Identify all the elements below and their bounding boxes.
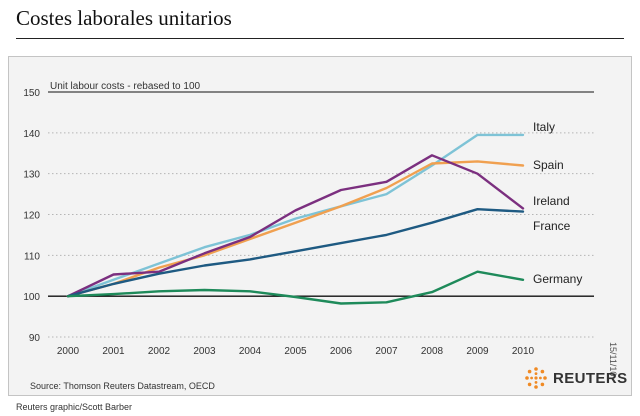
- x-tick-label: 2010: [512, 346, 535, 357]
- y-tick-label: 120: [23, 211, 40, 222]
- x-tick-label: 2002: [148, 346, 171, 357]
- reuters-logo: REUTERS: [524, 366, 627, 390]
- x-tick-label: 2007: [375, 346, 398, 357]
- x-tick-label: 2008: [421, 346, 444, 357]
- reuters-wordmark: REUTERS: [553, 369, 628, 387]
- title-rule: [16, 38, 624, 39]
- series-line-germany: [66, 270, 525, 305]
- series-label-germany: Germany: [533, 272, 582, 286]
- y-tick-label: 100: [23, 292, 40, 303]
- x-tick-label: 2001: [102, 346, 125, 357]
- x-tick-label: 2006: [330, 346, 353, 357]
- series-label-france: France: [533, 219, 571, 233]
- x-tick-label: 2000: [57, 346, 80, 357]
- series-label-italy: Italy: [533, 120, 555, 134]
- series-line-france: [66, 207, 525, 298]
- chart-panel: [8, 56, 632, 396]
- chart-subtitle: Unit labour costs - rebased to 100: [50, 81, 201, 92]
- y-tick-label: 110: [24, 251, 40, 262]
- series-label-spain: Spain: [533, 158, 564, 172]
- source-note: Source: Thomson Reuters Datastream, OECD: [30, 381, 215, 391]
- y-tick-label: 140: [23, 129, 40, 140]
- reuters-dots-icon: [525, 367, 547, 389]
- x-tick-label: 2004: [239, 346, 262, 357]
- y-tick-label: 90: [29, 333, 41, 344]
- series-line-ireland: [66, 154, 525, 298]
- y-tick-label: 150: [23, 88, 40, 99]
- series-label-ireland: Ireland: [533, 194, 570, 208]
- x-tick-label: 2005: [284, 346, 307, 357]
- x-tick-label: 2009: [466, 346, 489, 357]
- series-line-italy: [66, 133, 525, 298]
- graphic-credit: Reuters graphic/Scott Barber: [16, 402, 133, 412]
- x-tick-label: 2003: [193, 346, 216, 357]
- page-title: Costes laborales unitarios: [16, 6, 232, 30]
- series-line-spain: [66, 160, 525, 298]
- y-tick-label: 130: [23, 170, 40, 181]
